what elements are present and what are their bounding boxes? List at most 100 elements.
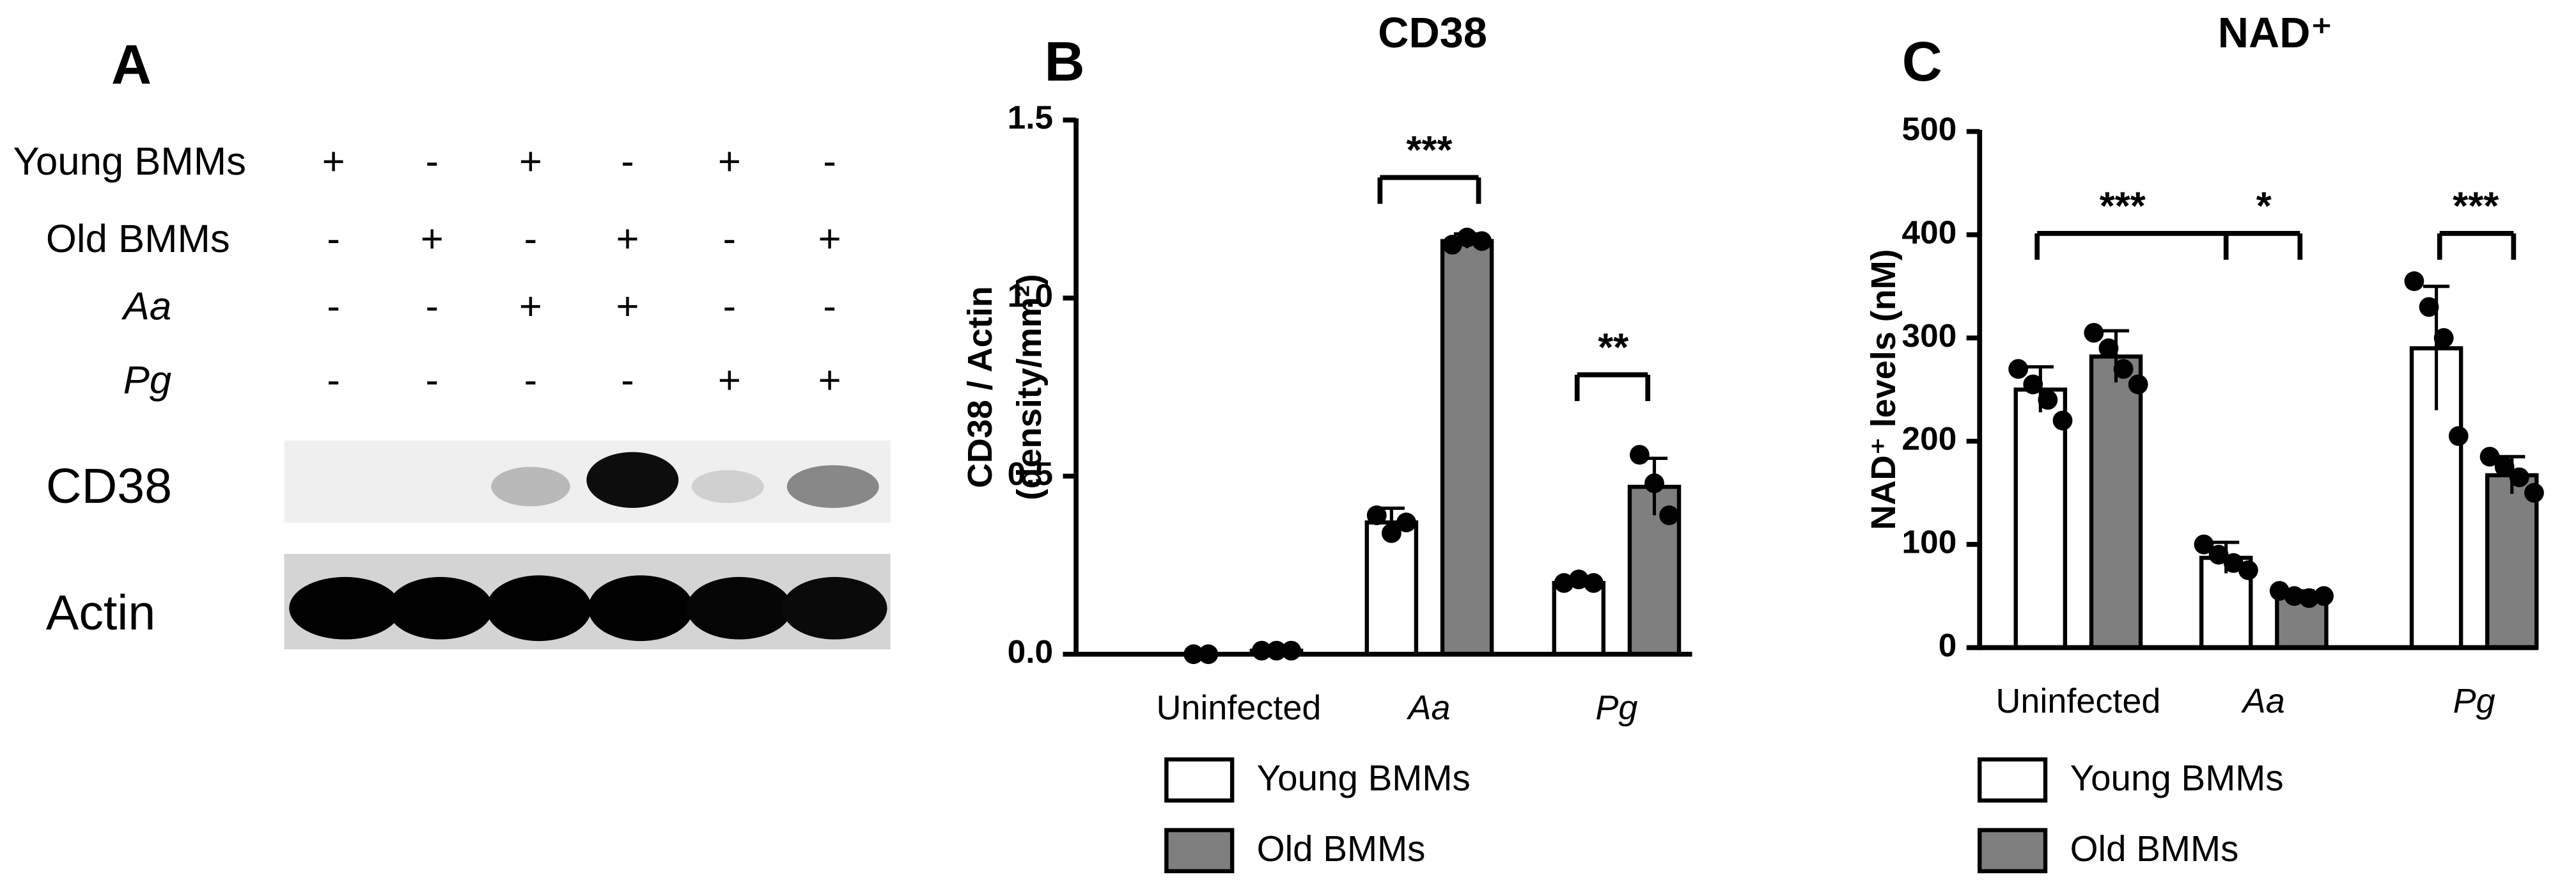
data-point — [1554, 573, 1574, 593]
treatment-mark: + — [322, 139, 345, 184]
data-point — [1442, 235, 1462, 255]
y-tick-label: 400 — [1902, 214, 1957, 251]
data-point — [2098, 338, 2119, 358]
actin-band — [387, 576, 493, 640]
y-tick-label: 1.5 — [1008, 99, 1053, 136]
treatment-mark: - — [723, 217, 737, 261]
treatment-mark: - — [327, 217, 340, 261]
y-tick-label: 0 — [1939, 626, 1957, 663]
legend-label: Old BMMs — [2070, 828, 2239, 869]
legend-label: Young BMMs — [2070, 757, 2284, 798]
significance: *** — [2453, 184, 2499, 228]
legend-swatch — [1164, 757, 1235, 803]
x-tick-label: Pg — [1595, 688, 1637, 727]
data-point — [2419, 297, 2439, 317]
data-point — [2448, 426, 2469, 447]
data-point — [1381, 523, 1401, 543]
significance: * — [2256, 184, 2272, 228]
data-point — [2084, 322, 2104, 343]
cd38-band — [586, 452, 679, 508]
data-point — [1472, 231, 1492, 251]
data-point — [1584, 573, 1604, 593]
data-point — [2433, 328, 2454, 348]
x-tick-label: Uninfected — [1995, 682, 2160, 720]
data-point — [2052, 410, 2073, 431]
row-label: Pg — [123, 358, 171, 402]
y-tick-label: 0.0 — [1008, 633, 1053, 670]
treatment-mark: - — [327, 284, 340, 328]
data-point — [1629, 445, 1650, 465]
row-label: Aa — [121, 284, 171, 328]
data-point — [2284, 586, 2304, 606]
treatment-mark: - — [621, 139, 634, 184]
treatment-mark: - — [426, 139, 439, 184]
data-point — [2038, 390, 2058, 410]
data-point — [2194, 534, 2214, 555]
bar — [2275, 594, 2329, 650]
treatment-mark: - — [327, 358, 340, 402]
legend-swatch — [1978, 828, 2048, 874]
treatment-mark: - — [524, 358, 538, 402]
significance: *** — [1406, 128, 1452, 172]
panel-letter: B — [1044, 30, 1084, 93]
x-tick-label: Uninfected — [1156, 688, 1321, 727]
y-tick-label: 500 — [1902, 110, 1957, 147]
treatment-mark: - — [823, 284, 836, 328]
data-point — [2314, 586, 2334, 606]
data-point — [2023, 374, 2043, 395]
data-point — [1644, 473, 1664, 493]
actin-band — [687, 576, 792, 640]
treatment-mark: - — [823, 139, 836, 184]
y-tick-label: 200 — [1902, 420, 1957, 457]
significance: *** — [2100, 184, 2146, 228]
y-axis-label: NAD⁺ levels (nM) — [1864, 249, 1903, 530]
legend-swatch — [1978, 757, 2048, 803]
bar — [1552, 581, 1606, 656]
chart-title: CD38 — [1378, 10, 1487, 57]
data-point — [2269, 581, 2290, 601]
treatment-mark: + — [519, 139, 542, 184]
chart-title: NAD⁺ — [2218, 10, 2333, 57]
treatment-mark: - — [524, 217, 538, 261]
data-point — [2479, 447, 2500, 467]
y-axis-label: CD38 / Actin — [961, 286, 999, 488]
data-point — [2128, 374, 2148, 395]
treatment-mark: + — [421, 217, 444, 261]
data-point — [1659, 505, 1680, 525]
actin-band — [782, 576, 887, 640]
panel-letter: C — [1902, 30, 1942, 93]
legend-label: Old BMMs — [1257, 828, 1426, 869]
treatment-mark: - — [426, 284, 439, 328]
y-tick-label: 100 — [1902, 523, 1957, 560]
significance: ** — [1598, 326, 1628, 370]
treatment-mark: + — [718, 139, 741, 184]
y-tick-label: 300 — [1902, 317, 1957, 354]
bar — [2013, 387, 2068, 650]
bar — [2089, 354, 2143, 650]
y-axis-label: (density/mm²) — [1010, 274, 1049, 500]
cd38-band — [786, 465, 879, 508]
data-point — [1366, 505, 1387, 525]
legend-swatch — [1164, 828, 1235, 874]
data-point — [2404, 271, 2424, 291]
y-tick-label: 0.5 — [1008, 455, 1053, 492]
data-point — [2524, 482, 2544, 503]
data-point — [2113, 359, 2134, 379]
actin-band — [588, 575, 694, 642]
blot-images — [284, 440, 891, 649]
data-point — [2494, 457, 2515, 477]
data-point — [2238, 560, 2258, 580]
legend-label: Young BMMs — [1257, 757, 1471, 798]
cd38-band — [491, 466, 570, 507]
data-point — [1396, 512, 1416, 533]
treatment-mark: + — [718, 358, 741, 402]
data-point — [2208, 544, 2229, 565]
treatment-mark: + — [616, 217, 639, 261]
treatment-mark: - — [621, 358, 634, 402]
data-point — [1457, 227, 1477, 248]
y-tick-label: 1.0 — [1008, 277, 1053, 314]
x-tick-label: Aa — [1406, 688, 1450, 727]
treatment-mark: + — [818, 217, 841, 261]
row-label: Young BMMs — [13, 139, 246, 184]
